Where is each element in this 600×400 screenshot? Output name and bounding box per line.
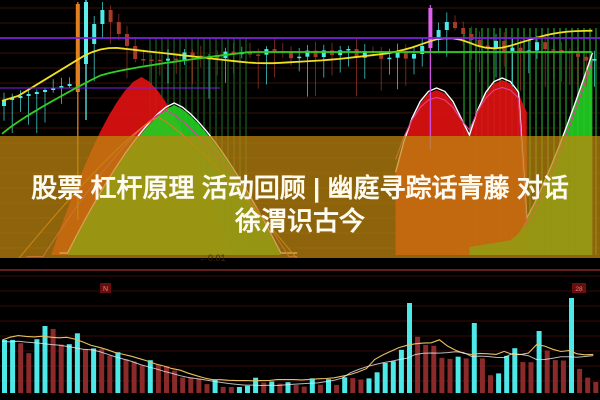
- svg-text:N: N: [103, 286, 108, 293]
- svg-text:28: 28: [575, 286, 583, 293]
